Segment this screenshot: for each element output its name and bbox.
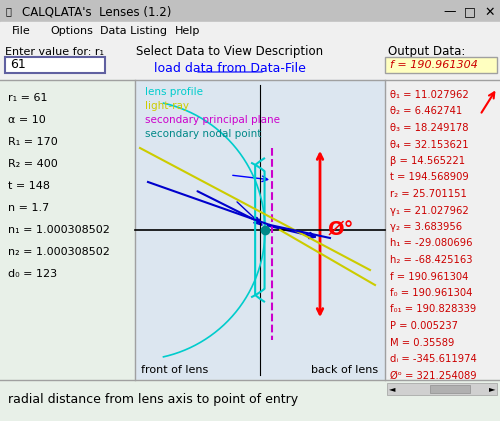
Text: ◄: ◄ xyxy=(389,384,395,394)
Bar xyxy=(385,80,500,380)
Text: front of lens: front of lens xyxy=(142,365,208,375)
Text: n = 1.7: n = 1.7 xyxy=(8,203,49,213)
Text: γ₁ = 21.027962: γ₁ = 21.027962 xyxy=(390,205,469,216)
Text: CALQLATA's  Lenses (1.2): CALQLATA's Lenses (1.2) xyxy=(22,5,172,19)
Text: f = 190.961304: f = 190.961304 xyxy=(390,272,468,282)
Text: f = 190.961304: f = 190.961304 xyxy=(390,60,478,70)
Text: secondary principal plane: secondary principal plane xyxy=(145,115,280,125)
Text: Data Listing: Data Listing xyxy=(100,26,167,36)
Bar xyxy=(385,57,497,73)
Text: γ₂ = 3.683956: γ₂ = 3.683956 xyxy=(390,222,462,232)
Text: Enter value for: r₁: Enter value for: r₁ xyxy=(5,47,104,57)
Text: M = 0.35589: M = 0.35589 xyxy=(390,338,454,347)
Text: secondary nodal point: secondary nodal point xyxy=(145,129,262,139)
Text: Øᵒ = 321.254089: Øᵒ = 321.254089 xyxy=(390,370,476,381)
Text: f₀ = 190.961304: f₀ = 190.961304 xyxy=(390,288,472,298)
Text: r₁ = 61: r₁ = 61 xyxy=(8,93,48,103)
Text: θ₄ = 32.153621: θ₄ = 32.153621 xyxy=(390,139,468,149)
Text: 🔷: 🔷 xyxy=(5,6,11,16)
Text: β = 14.565221: β = 14.565221 xyxy=(390,156,465,166)
Bar xyxy=(0,0,500,22)
Text: d₀ = 123: d₀ = 123 xyxy=(8,269,57,279)
Text: Select Data to View Description: Select Data to View Description xyxy=(136,45,324,59)
Text: dᵢ = -345.611974: dᵢ = -345.611974 xyxy=(390,354,477,364)
Text: File: File xyxy=(12,26,31,36)
Text: ✕: ✕ xyxy=(485,5,495,19)
Text: f₀₁ = 190.828339: f₀₁ = 190.828339 xyxy=(390,304,476,314)
Text: θ₂ = 6.462741: θ₂ = 6.462741 xyxy=(390,107,462,117)
Text: □: □ xyxy=(464,5,476,19)
Text: lens profile: lens profile xyxy=(145,87,203,97)
Text: radial distance from lens axis to point of entry: radial distance from lens axis to point … xyxy=(8,394,298,407)
Text: Options: Options xyxy=(50,26,93,36)
Bar xyxy=(387,383,497,395)
Text: back of lens: back of lens xyxy=(312,365,378,375)
Text: α = 10: α = 10 xyxy=(8,115,46,125)
Bar xyxy=(0,22,500,40)
Text: r₂ = 25.701151: r₂ = 25.701151 xyxy=(390,189,467,199)
Text: h₁ = -29.080696: h₁ = -29.080696 xyxy=(390,239,472,248)
Text: θ₁ = 11.027962: θ₁ = 11.027962 xyxy=(390,90,469,100)
Text: n₂ = 1.000308502: n₂ = 1.000308502 xyxy=(8,247,110,257)
Text: —: — xyxy=(444,5,456,19)
Text: h₂ = -68.425163: h₂ = -68.425163 xyxy=(390,255,472,265)
Text: Ø°: Ø° xyxy=(328,221,354,240)
Text: load data from Data-File: load data from Data-File xyxy=(154,61,306,75)
Text: light-ray: light-ray xyxy=(145,101,189,111)
Text: 61: 61 xyxy=(10,59,26,72)
Bar xyxy=(5,57,105,73)
Text: n₁ = 1.000308502: n₁ = 1.000308502 xyxy=(8,225,110,235)
Text: Output Data:: Output Data: xyxy=(388,45,466,59)
Text: θ₃ = 18.249178: θ₃ = 18.249178 xyxy=(390,123,468,133)
Text: ►: ► xyxy=(489,384,495,394)
Text: P = 0.005237: P = 0.005237 xyxy=(390,321,458,331)
Text: R₁ = 170: R₁ = 170 xyxy=(8,137,58,147)
Text: Help: Help xyxy=(175,26,201,36)
Bar xyxy=(0,380,500,421)
Bar xyxy=(430,385,470,393)
Text: t = 148: t = 148 xyxy=(8,181,50,191)
Bar xyxy=(0,80,135,380)
Bar xyxy=(0,40,500,80)
Text: R₂ = 400: R₂ = 400 xyxy=(8,159,58,169)
Bar xyxy=(135,80,385,380)
Text: t = 194.568909: t = 194.568909 xyxy=(390,173,469,182)
